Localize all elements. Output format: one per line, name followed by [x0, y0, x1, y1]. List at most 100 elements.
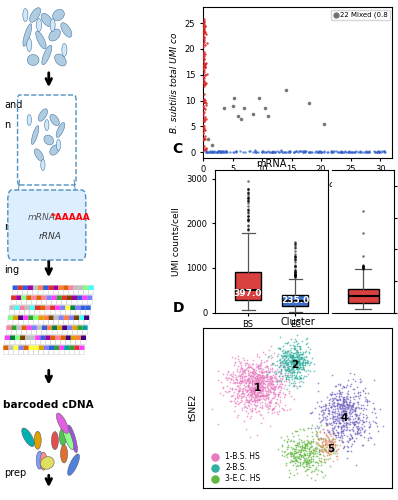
- Point: [283, 374, 289, 382]
- Point: [291, 358, 298, 366]
- Point: [336, 416, 342, 424]
- Point: [249, 381, 255, 389]
- Point: [334, 449, 341, 457]
- FancyBboxPatch shape: [12, 326, 17, 330]
- Point: [259, 385, 265, 393]
- Point: [254, 394, 260, 402]
- Point: [332, 382, 338, 390]
- Point: [248, 392, 254, 400]
- Point: [260, 376, 267, 384]
- Point: [281, 352, 288, 360]
- PathPatch shape: [348, 290, 378, 303]
- FancyBboxPatch shape: [51, 336, 56, 340]
- Point: [246, 360, 252, 368]
- Point: [300, 458, 306, 466]
- Point: [353, 402, 359, 410]
- Point: [321, 148, 328, 156]
- FancyBboxPatch shape: [74, 316, 79, 324]
- Point: [293, 462, 300, 470]
- Circle shape: [59, 428, 66, 446]
- Point: [242, 369, 248, 377]
- Point: [291, 358, 298, 366]
- Point: [302, 354, 309, 362]
- Point: [248, 396, 254, 404]
- Point: [292, 450, 298, 458]
- Point: [293, 384, 300, 392]
- Point: [258, 386, 264, 394]
- Point: [284, 438, 290, 446]
- Point: [211, 148, 218, 156]
- Point: [296, 356, 302, 364]
- FancyBboxPatch shape: [66, 336, 71, 340]
- Point: [281, 393, 287, 401]
- Point: [258, 382, 264, 390]
- Point: [354, 430, 361, 438]
- Point: [325, 404, 332, 411]
- Point: [236, 398, 242, 406]
- Point: [215, 147, 221, 155]
- Point: [330, 402, 337, 410]
- Point: [281, 359, 288, 367]
- Point: [200, 34, 207, 42]
- FancyBboxPatch shape: [78, 326, 82, 334]
- Point: [294, 441, 300, 449]
- Point: [346, 416, 352, 424]
- Point: [268, 384, 274, 392]
- Point: [242, 378, 249, 386]
- Point: [294, 350, 300, 358]
- Point: [328, 402, 334, 410]
- FancyBboxPatch shape: [45, 336, 51, 344]
- Point: [251, 384, 257, 392]
- Ellipse shape: [55, 54, 66, 66]
- Point: [324, 449, 331, 457]
- Point: [260, 394, 267, 402]
- Point: [293, 465, 299, 473]
- Point: [347, 396, 353, 404]
- Point: [201, 98, 207, 106]
- Point: [246, 384, 253, 392]
- Point: [245, 366, 252, 374]
- Point: [287, 342, 293, 349]
- Point: [303, 441, 309, 449]
- Point: [301, 444, 307, 452]
- FancyBboxPatch shape: [8, 316, 13, 324]
- Point: [277, 346, 283, 354]
- Point: [256, 396, 262, 404]
- Point: [291, 382, 297, 390]
- Point: [200, 108, 206, 116]
- FancyBboxPatch shape: [14, 346, 19, 350]
- Point: [322, 436, 328, 444]
- Point: [225, 386, 232, 394]
- Point: [229, 385, 236, 393]
- FancyBboxPatch shape: [49, 316, 54, 320]
- Point: [200, 62, 207, 70]
- Point: [296, 362, 302, 370]
- Point: [306, 456, 312, 464]
- Point: [331, 394, 338, 402]
- Point: [342, 408, 349, 416]
- Point: [332, 436, 339, 444]
- Point: [318, 458, 324, 466]
- FancyBboxPatch shape: [51, 336, 56, 344]
- Point: [254, 401, 260, 409]
- Point: [256, 374, 262, 382]
- Point: [280, 346, 287, 354]
- FancyBboxPatch shape: [8, 346, 14, 354]
- Point: [279, 380, 285, 388]
- Point: [284, 446, 290, 454]
- Point: [239, 372, 245, 380]
- Point: [259, 374, 266, 382]
- Point: [304, 444, 310, 452]
- Point: [307, 446, 313, 454]
- Point: [264, 372, 270, 380]
- FancyBboxPatch shape: [62, 326, 67, 334]
- Point: [308, 444, 315, 452]
- Point: [292, 354, 298, 362]
- Point: [247, 364, 253, 372]
- Point: [240, 378, 246, 386]
- Point: [292, 374, 298, 382]
- Point: [253, 378, 259, 386]
- Point: [266, 346, 272, 354]
- FancyBboxPatch shape: [20, 336, 25, 340]
- Point: [287, 448, 293, 456]
